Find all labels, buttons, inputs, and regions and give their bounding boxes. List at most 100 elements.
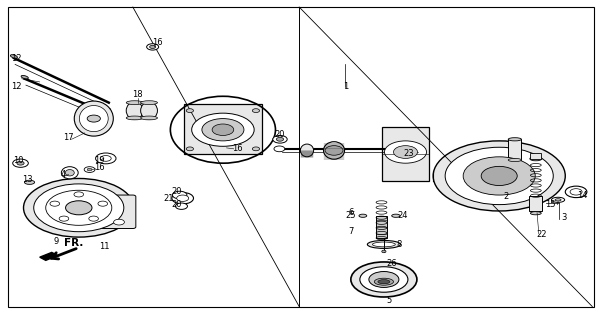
Bar	[530, 153, 541, 159]
Circle shape	[369, 271, 399, 287]
Text: 10: 10	[13, 156, 24, 164]
Circle shape	[175, 203, 187, 209]
Circle shape	[385, 141, 427, 163]
Ellipse shape	[367, 240, 400, 248]
Circle shape	[74, 192, 84, 197]
Circle shape	[325, 146, 343, 155]
Circle shape	[274, 146, 285, 152]
Ellipse shape	[126, 102, 143, 119]
Text: 14: 14	[577, 190, 588, 200]
Circle shape	[276, 137, 284, 141]
Circle shape	[87, 168, 92, 171]
Text: 22: 22	[536, 230, 547, 239]
Ellipse shape	[551, 197, 565, 202]
Text: 12: 12	[11, 82, 22, 91]
Circle shape	[172, 193, 193, 204]
Ellipse shape	[382, 250, 386, 253]
Ellipse shape	[508, 158, 521, 162]
Ellipse shape	[508, 138, 521, 141]
Text: 15: 15	[545, 200, 556, 209]
Ellipse shape	[373, 242, 396, 247]
Ellipse shape	[300, 144, 314, 157]
Text: 16: 16	[94, 164, 104, 172]
Circle shape	[84, 167, 95, 172]
Circle shape	[570, 189, 582, 195]
Ellipse shape	[79, 106, 108, 132]
Circle shape	[89, 216, 98, 221]
Circle shape	[101, 156, 111, 161]
Text: 25: 25	[346, 211, 356, 220]
Text: 18: 18	[132, 90, 143, 99]
Ellipse shape	[530, 212, 541, 215]
Circle shape	[565, 186, 587, 197]
FancyBboxPatch shape	[91, 195, 136, 228]
Ellipse shape	[21, 76, 28, 79]
Text: 13: 13	[22, 175, 33, 184]
Text: 24: 24	[397, 211, 408, 220]
Text: 7: 7	[349, 227, 354, 236]
Ellipse shape	[61, 167, 78, 179]
Circle shape	[114, 219, 125, 225]
Ellipse shape	[87, 115, 101, 122]
Circle shape	[147, 44, 159, 50]
Ellipse shape	[10, 55, 17, 58]
Circle shape	[13, 159, 28, 167]
Text: 3: 3	[562, 213, 567, 222]
Circle shape	[252, 147, 259, 151]
Circle shape	[202, 119, 244, 141]
Circle shape	[96, 153, 116, 164]
Text: 9: 9	[54, 237, 58, 246]
Ellipse shape	[141, 101, 158, 105]
Text: 23: 23	[404, 149, 415, 158]
Ellipse shape	[25, 180, 35, 184]
Circle shape	[34, 184, 124, 232]
Circle shape	[98, 201, 108, 206]
Circle shape	[433, 141, 565, 211]
Circle shape	[50, 201, 60, 206]
Circle shape	[17, 161, 24, 165]
Ellipse shape	[359, 214, 367, 217]
Ellipse shape	[374, 278, 394, 285]
Text: 11: 11	[99, 242, 110, 251]
Circle shape	[252, 109, 259, 113]
Ellipse shape	[323, 142, 344, 159]
Ellipse shape	[392, 214, 400, 217]
Circle shape	[186, 147, 193, 151]
Circle shape	[360, 267, 408, 292]
Text: 20: 20	[172, 200, 182, 209]
Text: 20: 20	[274, 130, 285, 139]
Text: 4: 4	[61, 170, 66, 179]
Text: 26: 26	[386, 259, 397, 268]
Text: FR.: FR.	[64, 238, 83, 248]
Ellipse shape	[126, 116, 143, 120]
Circle shape	[150, 45, 156, 49]
Polygon shape	[40, 252, 58, 260]
Circle shape	[176, 195, 188, 201]
Circle shape	[481, 166, 517, 186]
Ellipse shape	[74, 101, 113, 136]
Circle shape	[186, 109, 193, 113]
Bar	[508, 139, 521, 160]
Text: 5: 5	[386, 296, 391, 305]
Circle shape	[46, 190, 112, 225]
Circle shape	[212, 124, 234, 135]
Circle shape	[23, 179, 134, 237]
Circle shape	[445, 147, 553, 204]
Text: 19: 19	[95, 156, 105, 164]
Text: 16: 16	[152, 38, 163, 47]
Bar	[376, 216, 387, 238]
Circle shape	[394, 146, 418, 158]
Ellipse shape	[141, 116, 158, 120]
Text: 12: 12	[11, 53, 22, 62]
Ellipse shape	[530, 157, 542, 161]
Ellipse shape	[555, 199, 561, 201]
Circle shape	[463, 157, 535, 195]
Ellipse shape	[378, 280, 390, 284]
Text: 17: 17	[63, 133, 74, 142]
Circle shape	[351, 262, 417, 297]
Text: 16: 16	[232, 144, 243, 153]
Circle shape	[191, 113, 254, 146]
Ellipse shape	[141, 102, 158, 119]
Text: 1: 1	[343, 82, 348, 91]
Text: 21: 21	[164, 194, 174, 203]
